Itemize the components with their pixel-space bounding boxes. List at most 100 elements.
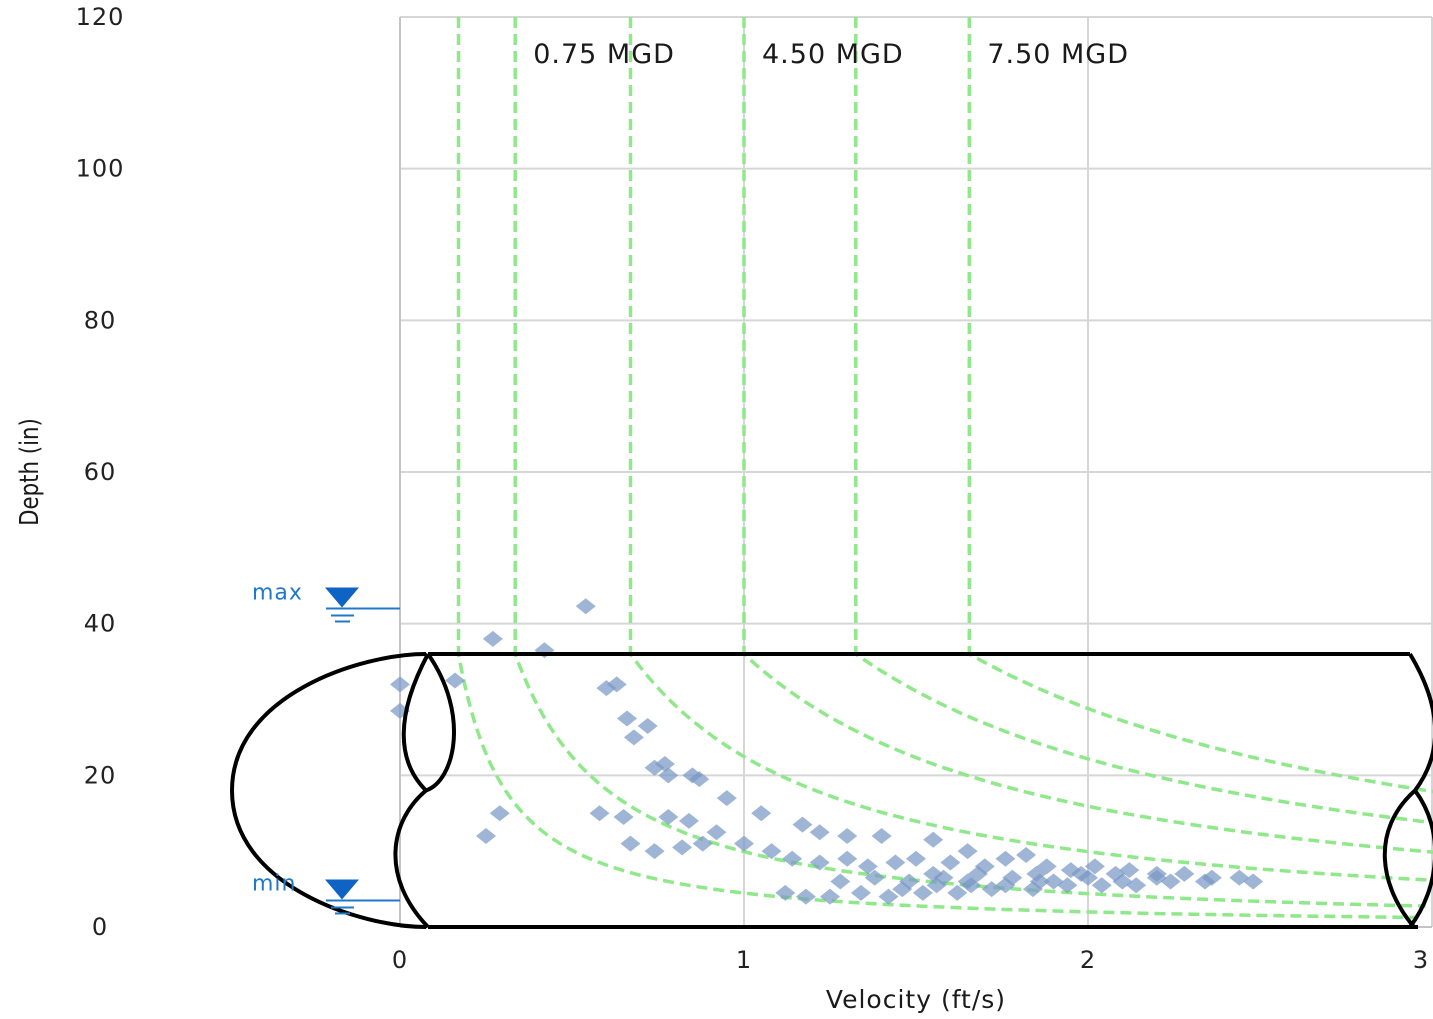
data-point: [482, 630, 503, 647]
data-point: [637, 718, 658, 735]
x-tick-label: 1: [736, 946, 752, 974]
data-point: [390, 676, 410, 693]
data-point: [617, 710, 638, 727]
data-point: [809, 854, 830, 871]
data-point: [837, 850, 858, 867]
flow-label: 0.75 MGD: [533, 39, 675, 70]
data-point: [658, 767, 679, 784]
flow-label: 4.50 MGD: [762, 39, 904, 70]
flow-label: 7.50 MGD: [987, 39, 1129, 70]
data-point: [692, 835, 713, 852]
x-tick-label: 2: [1080, 946, 1096, 974]
data-point: [678, 812, 699, 829]
data-point: [476, 828, 496, 844]
data-point: [926, 877, 947, 894]
x-tick-label: 0: [392, 946, 408, 974]
pipe-end-left-lower: [393, 788, 430, 929]
data-point: [837, 828, 858, 844]
y-tick-label: 60: [84, 458, 117, 486]
data-point: [761, 843, 782, 860]
data-point: [644, 843, 665, 860]
data-point: [716, 790, 737, 807]
data-point: [957, 843, 978, 860]
data-point: [923, 831, 944, 848]
data-point: [830, 873, 851, 890]
pipe-end-right-upper: [1408, 652, 1433, 792]
data-point: [1071, 865, 1092, 882]
iso-flow-curve: [854, 17, 1433, 825]
iso-flow-curve: [628, 17, 1433, 882]
data-point: [1146, 869, 1167, 886]
data-points: [390, 598, 1264, 905]
data-point: [878, 888, 899, 905]
data-point: [706, 824, 727, 841]
iso-flow-curve: [513, 17, 1426, 908]
level-triangle-icon: [325, 879, 359, 900]
data-point: [644, 759, 665, 776]
data-point: [782, 850, 803, 867]
data-point: [995, 850, 1016, 867]
pipe-end-left-outer: [229, 652, 427, 929]
x-tick-labels: 0 1 2 3: [392, 946, 1428, 974]
data-point: [1091, 877, 1112, 894]
data-point: [751, 805, 772, 822]
level-markers: max min: [252, 581, 400, 915]
pipe-end-right-lower-back: [1382, 789, 1417, 929]
data-point: [923, 865, 944, 882]
data-point: [1243, 873, 1264, 890]
data-point: [620, 835, 641, 852]
y-axis-title: Depth (in): [14, 418, 45, 526]
pipe-end-left-back: [401, 653, 430, 792]
y-tick-label: 20: [84, 761, 117, 789]
data-point: [912, 884, 933, 901]
grid-lines: [399, 16, 1433, 928]
data-point: [947, 884, 968, 901]
y-tick-label: 0: [92, 913, 108, 941]
data-point: [940, 854, 961, 871]
data-point: [820, 888, 840, 905]
data-point: [1194, 873, 1215, 890]
data-point: [775, 884, 796, 901]
iso-flow-curve: [456, 17, 1418, 920]
data-point: [871, 828, 892, 844]
data-point: [995, 877, 1016, 894]
data-point: [613, 809, 634, 826]
data-point: [575, 598, 596, 615]
y-tick-label: 80: [84, 306, 117, 334]
level-triangle-icon: [325, 587, 359, 608]
data-point: [892, 881, 913, 898]
data-point: [623, 729, 644, 746]
y-tick-labels: 0 20 40 60 80 100 120: [76, 3, 125, 941]
data-point: [682, 767, 703, 784]
level-label: min: [252, 871, 297, 896]
iso-flow-curve: [967, 17, 1433, 794]
data-point: [672, 839, 693, 856]
data-point: [885, 854, 906, 871]
pipe-end-left-front: [425, 652, 456, 793]
level-label: max: [252, 581, 303, 606]
data-point: [809, 824, 830, 841]
data-point: [658, 809, 679, 826]
y-tick-label: 120: [76, 3, 125, 31]
pipe-end-right-lower-front: [1408, 789, 1433, 929]
iso-flow-curve: [742, 17, 1433, 854]
data-point: [792, 816, 813, 833]
x-axis-title: Velocity (ft/s): [826, 985, 1006, 1014]
data-point: [857, 858, 878, 875]
y-tick-label: 100: [76, 155, 125, 183]
data-point: [1105, 865, 1126, 882]
data-point: [961, 877, 982, 894]
data-point: [1174, 865, 1195, 882]
data-point: [864, 869, 885, 886]
data-point: [1043, 873, 1064, 890]
iso-flow-curves: [456, 17, 1433, 920]
data-point: [734, 835, 754, 852]
y-tick-label: 40: [84, 610, 117, 638]
data-point: [1016, 846, 1037, 863]
data-point: [850, 884, 871, 901]
pipe-outline: [229, 652, 1433, 929]
data-point: [795, 888, 816, 905]
data-point: [596, 680, 617, 697]
data-point: [1029, 873, 1050, 890]
